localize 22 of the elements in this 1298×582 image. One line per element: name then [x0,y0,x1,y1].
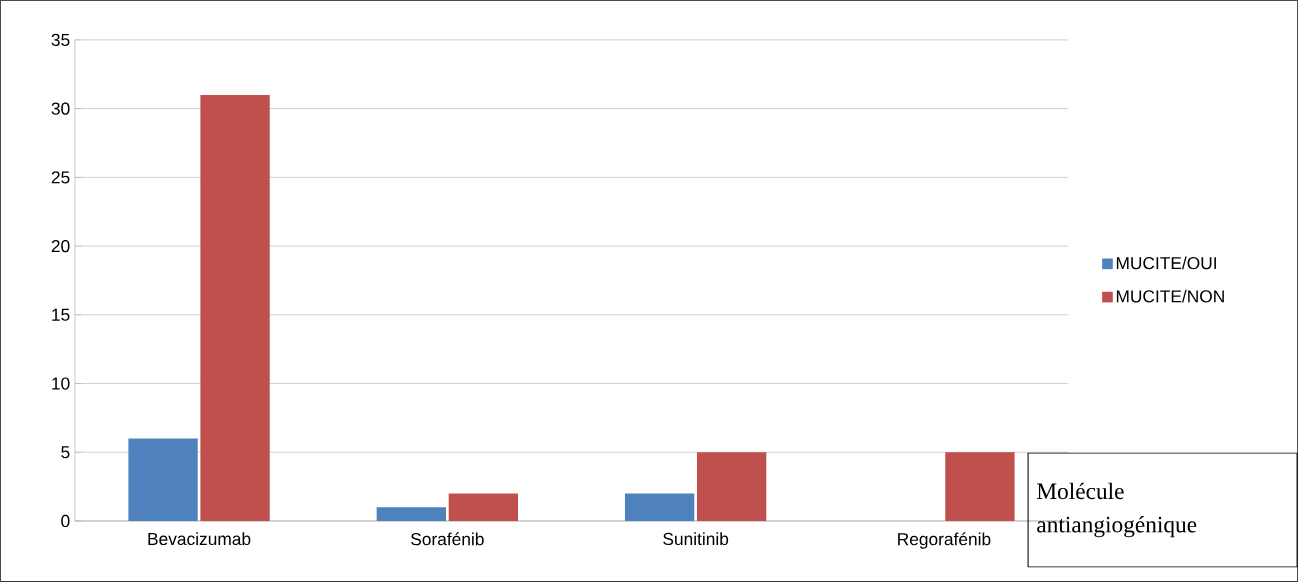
x-tick-label: Regorafénib [898,532,991,549]
legend-label: MUCITE/NON [1116,289,1224,303]
y-tick-label: 0 [61,514,70,528]
bar [696,452,767,522]
x-tick-label: Bevacizumab [148,532,251,546]
y-tick-label: 15 [52,308,70,321]
bar [376,507,447,522]
y-tick-label: 10 [52,377,70,390]
x-tick-label: Sunitinib [663,532,729,546]
bar [945,452,1015,522]
bar [128,438,198,522]
y-tick-label: 20 [51,239,70,253]
x-axis-title: Molécule antiangiogénique [1037,482,1197,538]
y-tick-label: 35 [51,33,70,47]
x-tick-label: Sorafénib [411,532,484,546]
bar [448,493,519,522]
bar [624,493,695,522]
y-tick-label: 5 [61,446,70,459]
bar [200,94,270,522]
y-tick-label: 30 [51,102,70,115]
legend-label: MUCITE/OUI [1116,256,1216,270]
y-tick-label: 25 [51,171,70,184]
